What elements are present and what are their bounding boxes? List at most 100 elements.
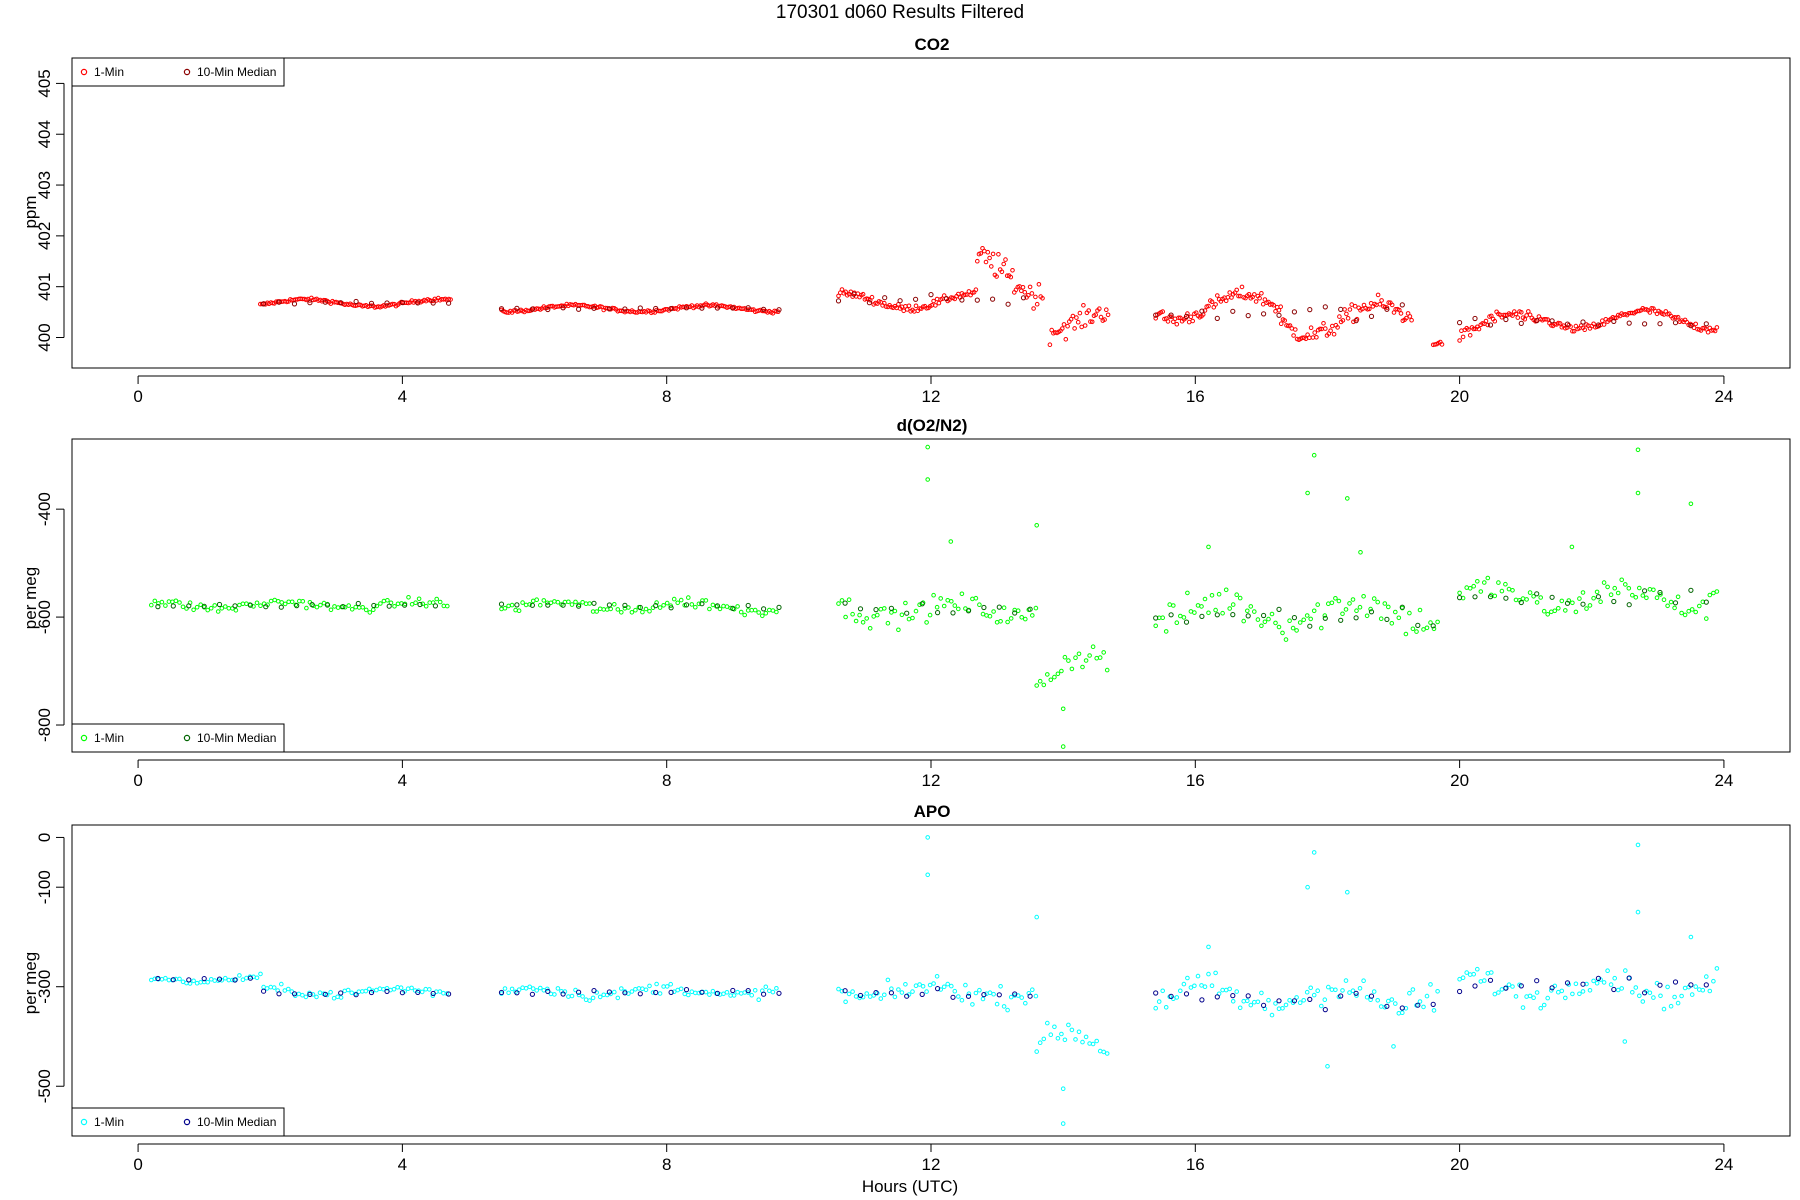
co2-point-1min — [1088, 319, 1093, 324]
apo-point-median — [1430, 1001, 1436, 1008]
o2n2-point-1min — [434, 596, 440, 602]
co2-point-median — [622, 306, 628, 312]
o2n2-point-1min — [1073, 655, 1078, 661]
co2-point-1min — [1398, 311, 1404, 316]
co2-point-1min — [990, 251, 996, 257]
o2n2-point-1min — [1340, 611, 1345, 617]
apo-point-1min — [1361, 978, 1366, 984]
o2n2-point-1min — [1573, 609, 1579, 615]
co2-point-1min — [1526, 309, 1531, 314]
apo-point-1min — [678, 986, 684, 992]
apo-point-median — [1642, 990, 1648, 996]
apo-point-median — [1487, 977, 1494, 983]
co2-point-1min — [933, 303, 938, 308]
o2n2-point-1min — [1371, 596, 1377, 601]
apo-point-1min — [1431, 1008, 1437, 1013]
o2n2-point-1min — [318, 602, 323, 608]
co2-point-1min — [1556, 320, 1561, 326]
o2n2-point-1min — [1276, 624, 1282, 630]
apo-point-median — [1168, 993, 1174, 1000]
apo-point-1min — [1400, 1010, 1405, 1016]
o2n2-point-1min — [1066, 658, 1071, 663]
co2-point-median — [1261, 311, 1267, 317]
co2-panel-title: CO2 — [915, 35, 950, 54]
apo-point-median — [170, 977, 176, 983]
co2-point-1min — [1098, 314, 1104, 320]
co2-point-1min — [1271, 302, 1276, 308]
co2-plot-area: 0 4 8 12 16 20 24 400 401 402 403 404 405 1-Min 10-Min… — [35, 57, 1791, 406]
apo-point-1min — [205, 979, 210, 985]
apo-point-median — [1245, 993, 1251, 999]
o2n2-point-1min — [1163, 629, 1169, 634]
o2n2-point-median — [216, 601, 223, 608]
o2n2-point-1min — [1640, 593, 1646, 598]
o2n2-point-1min — [413, 600, 418, 606]
o2n2-point-1min — [1541, 608, 1547, 614]
apo-point-median — [1703, 982, 1709, 988]
o2n2-point-1min — [191, 607, 196, 613]
apo-point-1min — [949, 983, 954, 989]
co2-point-1min — [1471, 326, 1476, 332]
apo-point-median — [888, 990, 895, 996]
o2n2-point-1min — [760, 613, 765, 619]
o2n2-point-1min — [1661, 597, 1667, 603]
o2n2-point-1min — [300, 599, 306, 604]
o2n2-point-1min — [1559, 598, 1565, 604]
apo-point-1min — [1707, 988, 1713, 994]
co2-point-1min — [1480, 321, 1485, 326]
co2-point-1min — [1457, 338, 1462, 343]
o2n2-legend-label: 10-Min Median — [197, 731, 276, 745]
apo-point-median — [1338, 993, 1344, 999]
co2-point-median — [745, 305, 751, 311]
co2-x-tick-label: 0 — [133, 387, 142, 406]
co2-point-1min — [1344, 311, 1349, 317]
co2-point-1min — [1647, 310, 1653, 315]
o2n2-point-median — [402, 602, 408, 608]
o2n2-point-median — [560, 602, 566, 608]
o2n2-point-1min — [1041, 682, 1047, 688]
o2n2-point-median — [622, 602, 628, 609]
o2n2-point-1min — [752, 607, 758, 613]
apo-point-1min — [1305, 884, 1310, 890]
apo-point-1min — [566, 994, 571, 999]
co2-point-1min — [1034, 301, 1040, 307]
apo-point-1min — [1601, 980, 1607, 985]
o2n2-point-median — [1322, 615, 1328, 621]
o2n2-point-1min — [293, 602, 299, 608]
o2n2-point-1min — [867, 626, 873, 631]
co2-point-median — [683, 305, 690, 311]
co2-point-1min — [1409, 317, 1414, 323]
o2n2-point-median — [386, 603, 392, 609]
o2n2-point-1min — [1248, 604, 1254, 609]
apo-point-1min — [878, 996, 884, 1001]
o2n2-point-1min — [1492, 593, 1498, 599]
co2-point-1min — [1033, 294, 1038, 300]
co2-point-1min — [1331, 331, 1337, 337]
o2n2-point-1min — [987, 613, 993, 619]
apo-point-1min — [1090, 1041, 1096, 1047]
apo-point-1min — [1668, 1003, 1674, 1009]
o2n2-point-1min — [1069, 666, 1075, 672]
apo-point-1min — [1266, 997, 1271, 1003]
apo-point-1min — [534, 988, 540, 993]
apo-point-1min — [1608, 982, 1614, 987]
o2n2-point-1min — [1262, 619, 1268, 625]
o2n2-point-1min — [925, 444, 931, 450]
o2n2-point-1min — [871, 614, 877, 619]
apo-point-median — [683, 987, 690, 993]
apo-point-1min — [314, 994, 319, 1000]
o2n2-point-median — [1564, 600, 1571, 606]
o2n2-point-1min — [594, 609, 600, 614]
o2n2-point-1min — [541, 598, 547, 603]
o2n2-point-median — [668, 605, 674, 611]
apo-point-median — [637, 991, 643, 997]
co2-point-1min — [1172, 316, 1178, 322]
o2n2-point-1min — [1033, 605, 1039, 611]
apo-point-1min — [506, 990, 511, 996]
o2n2-point-1min — [1199, 604, 1204, 609]
o2n2-y-tick-label: -800 — [35, 708, 54, 742]
apo-point-1min — [1350, 988, 1356, 994]
apo-point-1min — [661, 984, 666, 989]
apo-point-median — [1534, 978, 1540, 984]
